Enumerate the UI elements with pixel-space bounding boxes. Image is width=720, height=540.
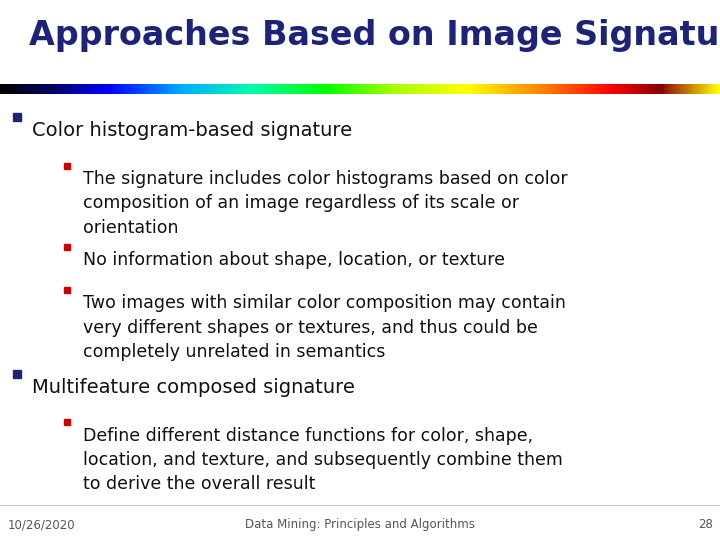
Text: The signature includes color histograms based on color
composition of an image r: The signature includes color histograms … bbox=[83, 170, 567, 237]
Text: 28: 28 bbox=[698, 518, 713, 531]
Text: No information about shape, location, or texture: No information about shape, location, or… bbox=[83, 251, 505, 269]
Text: Data Mining: Principles and Algorithms: Data Mining: Principles and Algorithms bbox=[245, 518, 475, 531]
Text: 10/26/2020: 10/26/2020 bbox=[7, 518, 75, 531]
Text: Define different distance functions for color, shape,
location, and texture, and: Define different distance functions for … bbox=[83, 427, 562, 493]
Text: Two images with similar color composition may contain
very different shapes or t: Two images with similar color compositio… bbox=[83, 294, 566, 361]
Text: Color histogram-based signature: Color histogram-based signature bbox=[32, 122, 353, 140]
Text: Multifeature composed signature: Multifeature composed signature bbox=[32, 378, 355, 397]
Text: Approaches Based on Image Signature: Approaches Based on Image Signature bbox=[29, 19, 720, 52]
